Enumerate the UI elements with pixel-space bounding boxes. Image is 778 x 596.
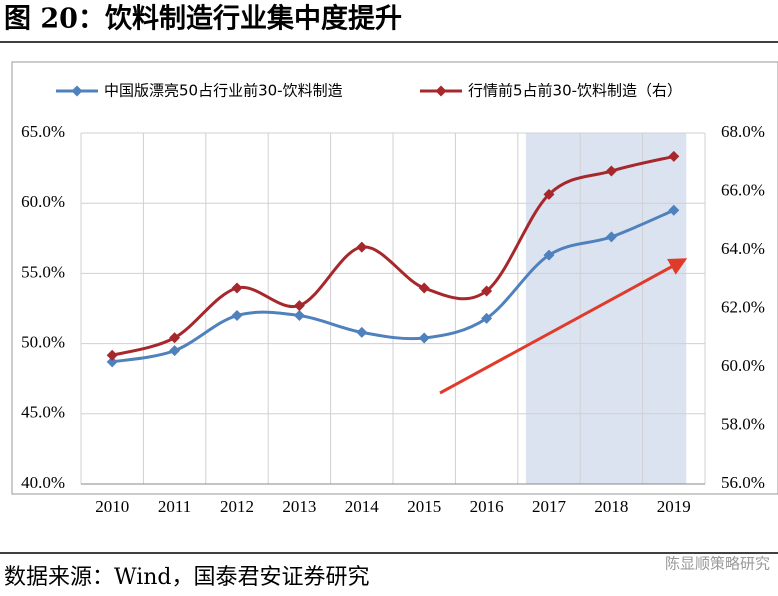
x-tick-label: 2011 bbox=[158, 497, 191, 516]
point-marker bbox=[543, 249, 555, 261]
point-marker bbox=[169, 345, 181, 357]
x-tick-label: 2013 bbox=[282, 497, 316, 516]
series-line bbox=[111, 154, 675, 357]
chart-frame bbox=[11, 61, 778, 495]
point-marker bbox=[169, 332, 181, 344]
x-tick-label: 2016 bbox=[470, 497, 504, 516]
trend-arrow bbox=[439, 258, 688, 395]
y-tick-label: 45.0% bbox=[21, 403, 65, 422]
point-marker bbox=[356, 326, 368, 338]
legend-label: 中国版漂亮50占行业前30-饮料制造 bbox=[104, 82, 343, 100]
x-tick-label: 2019 bbox=[657, 497, 691, 516]
y2-tick-label: 58.0% bbox=[721, 414, 765, 433]
series-line bbox=[111, 208, 675, 364]
point-marker bbox=[231, 282, 243, 294]
point-marker bbox=[418, 282, 430, 294]
y2-tick-label: 68.0% bbox=[721, 122, 765, 141]
point-marker bbox=[543, 188, 555, 200]
point-marker bbox=[106, 349, 118, 361]
x-tick-label: 2010 bbox=[95, 497, 129, 516]
point-marker bbox=[481, 312, 493, 324]
point-marker bbox=[106, 356, 118, 368]
x-tick-label: 2018 bbox=[594, 497, 628, 516]
point-marker bbox=[418, 332, 430, 344]
point-marker bbox=[481, 285, 493, 297]
legend-label: 行情前5占前30-饮料制造（右） bbox=[468, 82, 682, 100]
point-marker bbox=[293, 310, 305, 322]
point-marker bbox=[605, 231, 617, 243]
point-marker bbox=[356, 241, 368, 253]
y2-tick-label: 66.0% bbox=[721, 180, 765, 199]
y-tick-label: 60.0% bbox=[21, 192, 65, 211]
x-tick-label: 2014 bbox=[345, 497, 380, 516]
legend-marker bbox=[435, 85, 447, 97]
chart-title: 图 20：饮料制造行业集中度提升 bbox=[4, 3, 402, 35]
y-tick-label: 65.0% bbox=[21, 122, 65, 141]
y-tick-label: 40.0% bbox=[21, 473, 65, 492]
point-marker bbox=[293, 300, 305, 312]
y-tick-label: 50.0% bbox=[21, 333, 65, 352]
point-marker bbox=[668, 204, 680, 216]
y-tick-label: 55.0% bbox=[21, 262, 65, 281]
x-tick-label: 2015 bbox=[407, 497, 441, 516]
y2-tick-label: 62.0% bbox=[721, 297, 765, 316]
y2-tick-label: 60.0% bbox=[721, 356, 765, 375]
legend-marker bbox=[71, 85, 83, 97]
highlight-region bbox=[525, 133, 687, 484]
point-marker bbox=[668, 150, 680, 162]
point-marker bbox=[605, 165, 617, 177]
x-tick-label: 2012 bbox=[220, 497, 254, 516]
point-marker bbox=[231, 310, 243, 322]
source: 数据来源：Wind，国泰君安证券研究 bbox=[4, 565, 370, 590]
y2-tick-label: 56.0% bbox=[721, 473, 765, 492]
watermark: 陈显顺策略研究 bbox=[665, 555, 770, 573]
x-tick-label: 2017 bbox=[532, 497, 567, 516]
y2-tick-label: 64.0% bbox=[721, 239, 765, 258]
